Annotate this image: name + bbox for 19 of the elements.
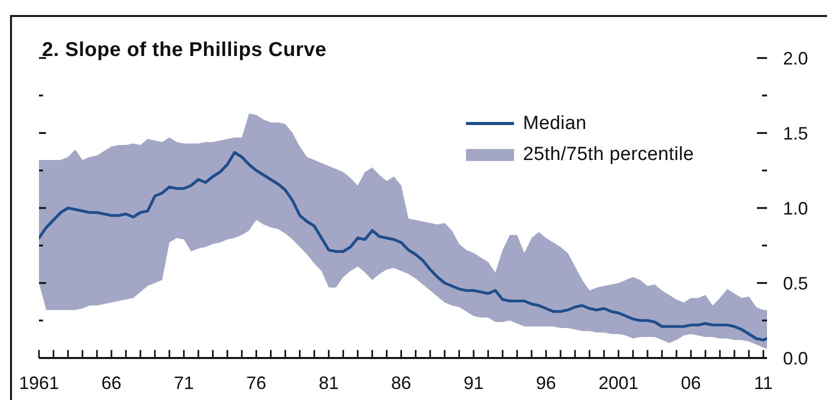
x-tick-label: 91 <box>464 373 484 393</box>
y-tick-label: 0.5 <box>783 273 808 294</box>
legend-label: Median <box>523 112 587 134</box>
x-tick-label: 06 <box>680 373 701 393</box>
x-tick-label: 96 <box>536 373 556 393</box>
y-tick-label: 0.0 <box>783 348 808 368</box>
legend-label: 25th/75th percentile <box>523 144 694 166</box>
y-tick-label: 1.0 <box>783 198 808 218</box>
x-tick-label: 86 <box>391 373 412 393</box>
y-tick-label: 2.0 <box>783 48 808 68</box>
x-tick-label: 66 <box>101 373 122 393</box>
x-tick-label: 71 <box>174 373 194 393</box>
x-tick-label: 1961 <box>18 373 60 393</box>
x-tick-label: 81 <box>318 373 339 393</box>
chart-title: 2. Slope of the Phillips Curve <box>42 39 327 61</box>
y-tick-label: 1.5 <box>783 123 808 144</box>
x-tick-label: 11 <box>754 373 773 393</box>
x-tick-label: 76 <box>246 373 266 393</box>
x-tick-label: 2001 <box>598 373 639 393</box>
